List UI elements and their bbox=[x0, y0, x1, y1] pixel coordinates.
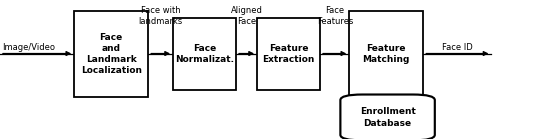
Text: Face with
landmarks: Face with landmarks bbox=[138, 6, 183, 26]
FancyBboxPatch shape bbox=[173, 18, 236, 90]
FancyBboxPatch shape bbox=[349, 11, 423, 97]
FancyBboxPatch shape bbox=[257, 18, 320, 90]
Text: Enrollment
Database: Enrollment Database bbox=[360, 107, 416, 127]
FancyBboxPatch shape bbox=[74, 11, 148, 97]
Text: Face
and
Landmark
Localization: Face and Landmark Localization bbox=[81, 33, 142, 75]
Text: Face ID: Face ID bbox=[442, 43, 473, 52]
Text: Image/Video: Image/Video bbox=[2, 43, 55, 52]
Text: Feature
Extraction: Feature Extraction bbox=[262, 44, 315, 64]
Text: Face
Features: Face Features bbox=[317, 6, 353, 26]
Text: Aligned
Face: Aligned Face bbox=[231, 6, 262, 26]
Text: Face
Normalizat.: Face Normalizat. bbox=[175, 44, 234, 64]
Text: Feature
Matching: Feature Matching bbox=[362, 44, 410, 64]
FancyBboxPatch shape bbox=[340, 95, 435, 139]
